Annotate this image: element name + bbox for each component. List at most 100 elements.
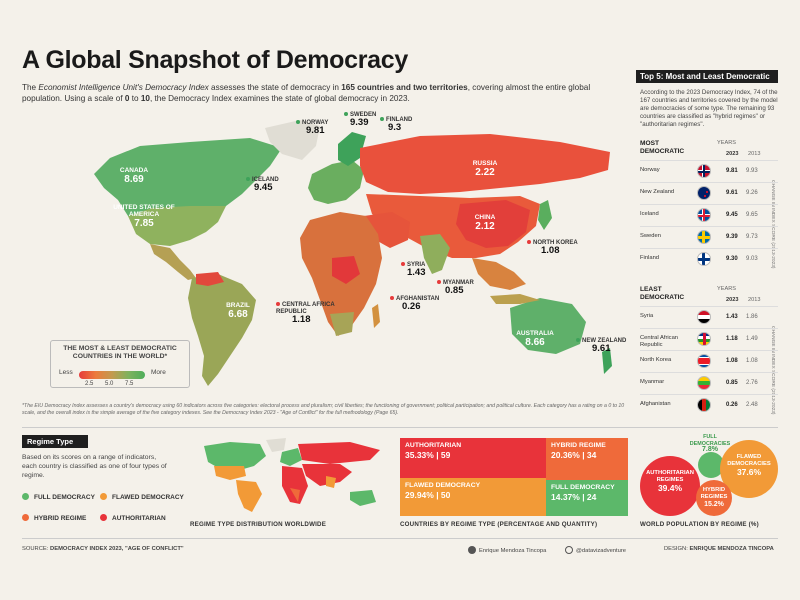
pin-new-zealand: NEW ZEALAND 9.61 bbox=[576, 338, 626, 353]
indonesia-shape bbox=[490, 294, 540, 304]
se-asia-shape bbox=[472, 258, 526, 290]
map-label-china: CHINA 2.12 bbox=[474, 214, 496, 232]
years-label: YEARS bbox=[717, 286, 736, 292]
regime-type-description: Based on its scores on a range of indica… bbox=[22, 454, 167, 479]
intro-text: The Economist Intelligence Unit's Democr… bbox=[22, 83, 591, 103]
bubble-full-democracies bbox=[698, 452, 724, 478]
map-label-canada: CANADA 8.69 bbox=[119, 167, 149, 185]
new-zealand-flag-icon bbox=[697, 186, 711, 200]
legend-full-democracy: FULL DEMOCRACY bbox=[22, 493, 95, 501]
central-america-shape bbox=[150, 244, 196, 280]
year-2013: 2013 bbox=[748, 297, 761, 303]
legend-more: More bbox=[151, 369, 166, 376]
linkedin-icon bbox=[468, 546, 476, 554]
footer-handle[interactable]: @datavizadventure bbox=[565, 546, 626, 554]
map-label-russia: RUSSIA 2.22 bbox=[472, 160, 498, 178]
finland-flag-icon bbox=[697, 252, 711, 266]
least-row: Central African Republic 1.18 1.49 bbox=[640, 328, 778, 350]
instagram-icon bbox=[565, 546, 573, 554]
regime-map bbox=[204, 438, 380, 512]
panel-description: According to the 2023 Democracy Index, 7… bbox=[640, 89, 778, 128]
side-note-least: CHANGE IN INDEX SCORE (2013-2023) bbox=[770, 326, 775, 415]
australia-shape bbox=[510, 298, 586, 354]
usa-shape bbox=[128, 206, 226, 246]
least-row: Afghanistan 0.26 2.48 bbox=[640, 394, 778, 416]
central-africa-shape bbox=[332, 256, 360, 284]
pin-north-korea: NORTH KOREA 1.08 bbox=[527, 240, 578, 255]
legend-authoritarian: AUTHORITARIAN bbox=[100, 514, 166, 522]
bubble-hybrid-regimes: HYBRID REGIMES 15.2% bbox=[696, 480, 732, 516]
methodology-note: *The EIU Democracy Index assesses a coun… bbox=[22, 403, 625, 416]
europe-shape bbox=[308, 160, 364, 204]
least-democratic-label: LEAST DEMOCRATIC bbox=[640, 286, 685, 301]
world-map bbox=[94, 120, 612, 386]
russia-shape bbox=[360, 134, 610, 194]
south-africa-shape bbox=[330, 312, 354, 336]
pin-central-africa: CENTRAL AFRICA REPUBLIC 1.18 bbox=[276, 302, 335, 325]
most-row: Finland 9.30 9.03 bbox=[640, 248, 778, 270]
japan-shape bbox=[538, 200, 552, 230]
treemap-caption: COUNTRIES BY REGIME TYPE (PERCENTAGE AND… bbox=[400, 521, 598, 528]
pin-norway: NORWAY 9.81 bbox=[296, 120, 328, 135]
new-zealand-shape bbox=[602, 348, 612, 374]
footer-divider bbox=[22, 538, 778, 539]
legend-tick-1: 2.5 bbox=[85, 381, 94, 387]
madagascar-shape bbox=[372, 304, 380, 328]
south-america-shape bbox=[188, 274, 256, 386]
central-african-republic-flag-icon bbox=[697, 332, 711, 346]
least-row: Syria 1.43 1.86 bbox=[640, 306, 778, 328]
myanmar-flag-icon bbox=[697, 376, 711, 390]
year-2023: 2023 bbox=[726, 151, 739, 157]
most-democratic-label: MOST DEMOCRATIC bbox=[640, 140, 685, 155]
map-legend: THE MOST & LEAST DEMOCRATIC COUNTRIES IN… bbox=[50, 340, 190, 388]
panel-title: Top 5: Most and Least Democratic bbox=[636, 70, 778, 83]
divider bbox=[22, 427, 778, 428]
legend-tick-3: 7.5 bbox=[125, 381, 134, 387]
treemap-hybrid-regime: HYBRID REGIME 20.36% | 34 bbox=[546, 438, 628, 480]
regime-type-heading: Regime Type bbox=[22, 435, 88, 448]
regime-map-caption: REGIME TYPE DISTRIBUTION WORLDWIDE bbox=[190, 521, 327, 528]
most-row: New Zealand 9.61 9.26 bbox=[640, 182, 778, 204]
full-democracies-label: FULL DEMOCRACIES 7.8% bbox=[689, 434, 731, 453]
legend-less: Less bbox=[59, 369, 73, 376]
most-row: Norway 9.81 9.93 bbox=[640, 160, 778, 182]
pin-iceland: ICELAND 9.45 bbox=[246, 177, 279, 192]
pin-afghanistan: AFGHANISTAN 0.26 bbox=[390, 296, 439, 311]
pin-sweden: SWEDEN 9.39 bbox=[344, 112, 376, 127]
footer-source: SOURCE: DEMOCRACY INDEX 2023, "AGE OF CO… bbox=[22, 546, 184, 552]
map-label-brazil: BRAZIL 6.68 bbox=[226, 302, 250, 320]
india-shape bbox=[420, 234, 450, 274]
pin-myanmar: MYANMAR 0.85 bbox=[437, 280, 474, 295]
least-row: North Korea 1.08 1.08 bbox=[640, 350, 778, 372]
syria-flag-icon bbox=[697, 310, 711, 324]
venezuela-shape bbox=[196, 272, 224, 286]
greenland-shape bbox=[265, 120, 320, 160]
treemap-full-democracy: FULL DEMOCRACY 14.37% | 24 bbox=[546, 480, 628, 516]
side-note-most: CHANGE IN INDEX SCORE (2013-2023) bbox=[770, 180, 775, 269]
year-2023: 2023 bbox=[726, 297, 739, 303]
afghanistan-flag-icon bbox=[697, 398, 711, 412]
year-2013: 2013 bbox=[748, 151, 761, 157]
iceland-flag-icon bbox=[697, 208, 711, 222]
map-label-usa: UNITED STATES OF AMERICA 7.85 bbox=[113, 204, 175, 229]
most-row: Sweden 9.39 9.73 bbox=[640, 226, 778, 248]
legend-flawed-democracy: FLAWED DEMOCRACY bbox=[100, 493, 184, 501]
china-shape bbox=[456, 200, 530, 248]
footer-author[interactable]: Enrique Mendoza Tincopa bbox=[468, 546, 546, 554]
legend-tick-2: 5.0 bbox=[105, 381, 114, 387]
legend-gradient bbox=[79, 371, 145, 379]
most-row: Iceland 9.45 9.65 bbox=[640, 204, 778, 226]
population-caption: WORLD POPULATION BY REGIME (%) bbox=[640, 521, 759, 528]
page-title: A Global Snapshot of Democracy bbox=[22, 46, 408, 74]
north-korea-flag-icon bbox=[697, 354, 711, 368]
scandinavia-shape bbox=[338, 132, 366, 166]
bubble-authoritarian: AUTHORITARIAN REGIMES 39.4% bbox=[640, 456, 700, 516]
sweden-flag-icon bbox=[697, 230, 711, 244]
map-label-australia: AUSTRALIA 8.66 bbox=[516, 330, 554, 348]
treemap-flawed-democracy: FLAWED DEMOCRACY 29.94% | 50 bbox=[400, 478, 546, 516]
norway-flag-icon bbox=[697, 164, 711, 178]
pin-syria: SYRIA 1.43 bbox=[401, 262, 426, 277]
years-label: YEARS bbox=[717, 140, 736, 146]
legend-hybrid-regime: HYBRID REGIME bbox=[22, 514, 86, 522]
least-row: Myanmar 0.85 2.76 bbox=[640, 372, 778, 394]
